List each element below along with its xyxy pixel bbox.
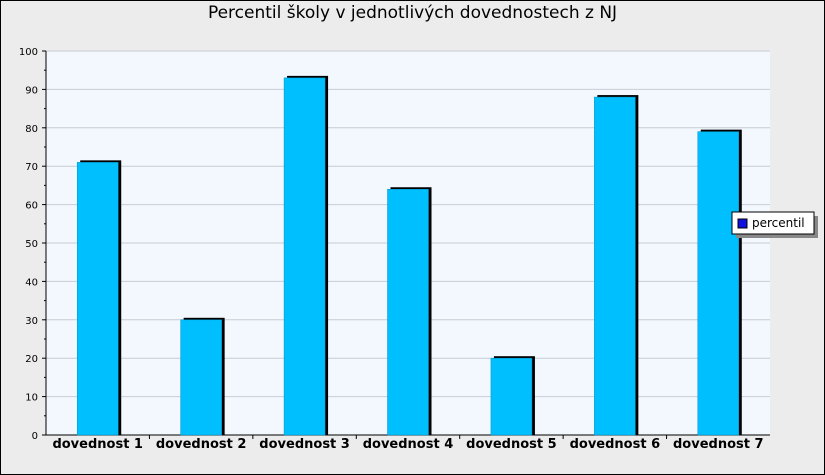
x-axis: dovednost 1 dovednost 2 dovednost 3 dovedno…: [46, 434, 770, 452]
bar-7: [697, 131, 740, 436]
y-tick-label: 50: [25, 239, 38, 250]
legend-label: percentil: [752, 216, 805, 230]
x-tick-label: dovednost 4: [363, 437, 454, 452]
bar-5: [490, 357, 533, 436]
legend-marker: [737, 218, 748, 229]
y-tick-label: 20: [25, 354, 38, 365]
bar-3: [283, 77, 326, 436]
y-tick-label: 40: [25, 277, 38, 288]
x-tick-label: dovednost 6: [570, 437, 661, 452]
x-tick-label: dovednost 2: [156, 437, 247, 452]
legend-box: [731, 211, 815, 235]
y-tick-label: 80: [25, 124, 38, 135]
bar-6: [594, 96, 636, 436]
chart-title: Percentil školy v jednotlivých dovednost…: [207, 3, 618, 23]
bar-4: [387, 188, 429, 436]
y-tick-label: 90: [25, 85, 38, 96]
bar-1: [76, 162, 119, 436]
legend: percentil: [731, 211, 818, 238]
y-tick-label: 60: [25, 201, 38, 212]
y-tick-label: 30: [25, 316, 38, 327]
x-tick-label: dovednost 3: [259, 437, 350, 452]
y-axis: 0 10 20 30 40 50 60 70 80 90 100: [19, 47, 47, 442]
x-tick-label: dovednost 5: [466, 437, 557, 452]
x-tick-label: dovednost 7: [673, 437, 764, 452]
bar-2: [180, 319, 222, 436]
y-tick-label: 0: [32, 431, 38, 442]
y-tick-label: 70: [25, 162, 38, 173]
y-tick-label: 10: [25, 393, 38, 404]
bars: [76, 75, 742, 436]
y-tick-label: 100: [19, 47, 38, 58]
x-tick-label: dovednost 1: [52, 437, 143, 452]
